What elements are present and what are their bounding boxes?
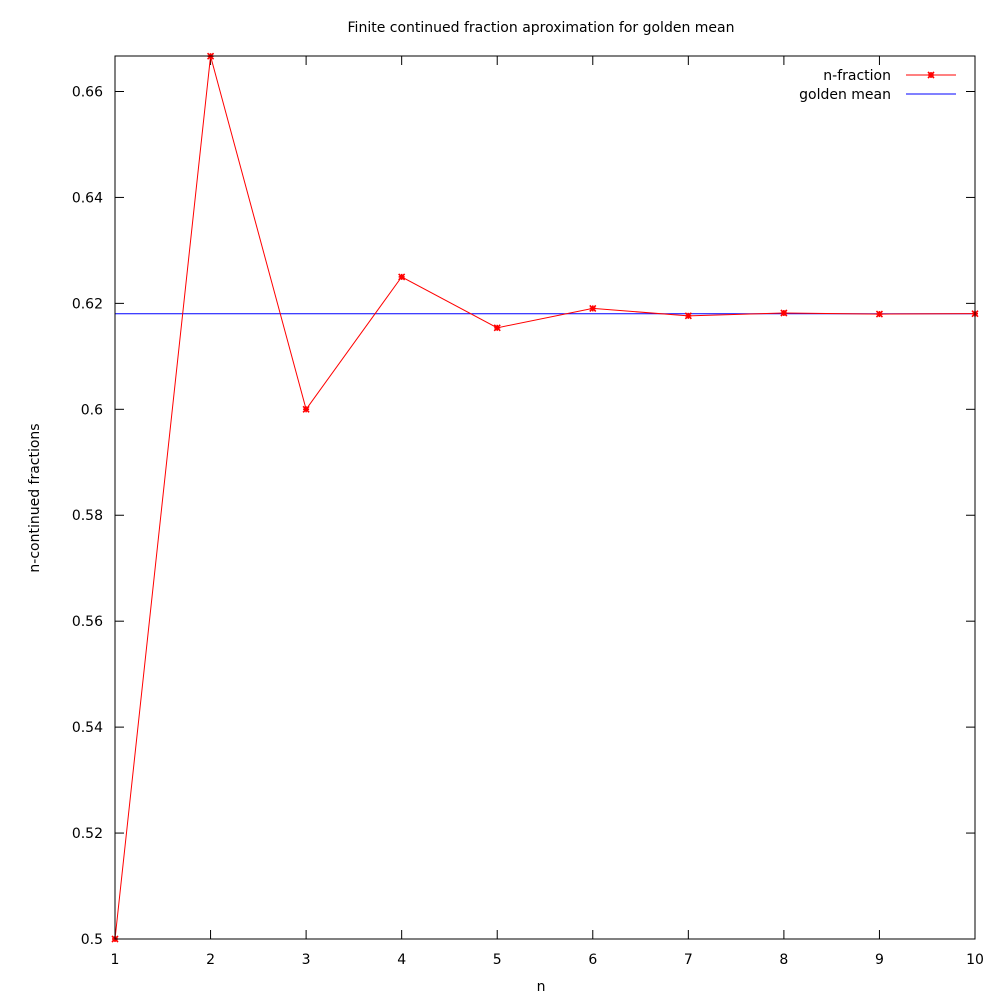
y-tick-label: 0.66: [72, 84, 103, 100]
x-tick-label: 3: [302, 952, 311, 968]
y-tick-label: 0.58: [72, 508, 103, 524]
plot-series: [111, 52, 979, 943]
x-tick-label: 10: [966, 952, 984, 968]
x-tick-label: 4: [397, 952, 406, 968]
n-fraction-line: [114, 56, 976, 940]
series-point-marker: [875, 310, 884, 318]
x-tick-label: 2: [206, 952, 215, 968]
x-tick-label: 9: [875, 952, 884, 968]
y-tick-label: 0.56: [72, 614, 103, 630]
series-point-marker: [302, 405, 310, 413]
y-tick-label: 0.5: [81, 932, 103, 948]
x-axis-label: n: [537, 979, 546, 995]
x-tick-label: 7: [684, 952, 693, 968]
x-tick-label: 6: [588, 952, 597, 968]
legend-label: golden mean: [799, 87, 891, 103]
y-tick-label: 0.52: [72, 826, 103, 842]
series-point-marker: [780, 309, 788, 317]
series-point-marker: [493, 324, 501, 332]
x-tick-label: 8: [779, 952, 788, 968]
series-point-marker: [684, 312, 692, 320]
y-tick-label: 0.64: [72, 190, 103, 206]
series-point-marker: [927, 71, 935, 79]
x-tick-label: 1: [111, 952, 120, 968]
y-axis-label: n-continued fractions: [27, 423, 43, 572]
x-tick-label: 5: [493, 952, 502, 968]
series-point-marker: [398, 273, 406, 281]
legend-label: n-fraction: [823, 68, 891, 84]
y-tick-label: 0.54: [72, 720, 103, 736]
y-tick-label: 0.62: [72, 296, 103, 312]
legend: n-fraction golden mean: [799, 68, 956, 103]
series-point-marker: [589, 304, 597, 312]
plot-frame: [114, 55, 976, 940]
axis-ticks: 0.5 0.52 0.54 0.56 0.58 0.6 0.62 0.64 0.66 1 2 3 4 5 6…: [72, 56, 984, 968]
chart-title: Finite continued fraction aproximation f…: [348, 20, 735, 36]
y-tick-label: 0.6: [81, 402, 103, 418]
